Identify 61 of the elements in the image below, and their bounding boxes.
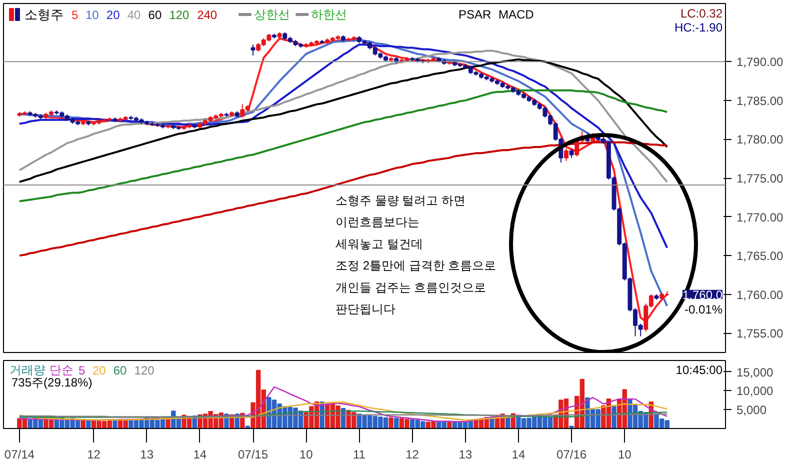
text: 10	[86, 8, 100, 22]
text: -0.01%	[684, 302, 723, 316]
text: 40	[127, 8, 142, 22]
y-tick-label: 1,760.00	[736, 288, 784, 302]
text: 120	[134, 364, 155, 378]
x-tick-label: 12	[87, 448, 101, 462]
y-tick-label: 5,000	[736, 403, 767, 418]
x-tick-label: 10	[618, 448, 632, 462]
legend-label: 하한선	[311, 8, 348, 22]
bar	[394, 418, 399, 428]
chart-title: 거래량	[10, 363, 46, 378]
x-tick-label: 14	[193, 448, 207, 462]
y-tick-label: 1,755.00	[736, 326, 784, 341]
x-tick-label: 07/16	[556, 448, 587, 462]
line-series	[18, 401, 668, 421]
y-tick-label: 10,000	[736, 384, 774, 398]
text: 20	[92, 364, 106, 378]
y-tick-label: 1,790.00	[736, 55, 784, 70]
bar	[612, 406, 616, 428]
y-tick-label: 1,770.00	[736, 210, 784, 224]
candlestick	[569, 148, 574, 158]
text: 5	[78, 364, 86, 378]
legend-label: 상한선	[254, 8, 290, 22]
legend-title: 단순	[50, 363, 74, 378]
line-series	[18, 410, 668, 418]
x-tick-label: 07/14	[4, 448, 35, 462]
text: 240	[197, 8, 218, 22]
x-tick-label: 14	[512, 448, 526, 462]
text: 20	[106, 8, 120, 22]
text: 5	[72, 8, 79, 22]
x-tick-label: 12	[406, 448, 420, 462]
x-tick-label: 11	[352, 448, 366, 462]
candlestick	[250, 44, 256, 56]
annotation: 735주(29.18%)	[12, 375, 92, 390]
candlestick	[564, 148, 568, 162]
legend-label: 소형주	[24, 7, 64, 22]
line-series	[18, 44, 668, 249]
y-tick-label: 1,765.00	[736, 249, 784, 264]
bar	[86, 420, 91, 428]
bar	[447, 422, 452, 428]
y-tick-label: 1,775.00	[736, 172, 784, 186]
text: 1,760.0	[682, 288, 723, 302]
x-tick-label: 10	[299, 448, 314, 462]
annotation: PSAR	[458, 8, 492, 22]
x-tick-label: 07/15	[238, 448, 268, 462]
annotation: 소형주 물량 털려고 하면 이런흐름보다는 세워놓고 털건데 조정 2틀만에 급격한 흐름으로 개인들 겁주는 흐름인것으로 판단됩니다	[336, 194, 496, 316]
annotation: MACD	[498, 8, 534, 22]
y-tick-label: 15,000	[736, 365, 774, 380]
y-tick-label: 1,780.00	[736, 132, 784, 147]
text: 60	[148, 8, 162, 22]
text: 10:45:00	[676, 363, 723, 378]
bar	[569, 426, 574, 428]
text: 60	[113, 364, 128, 378]
text: HC:-1.90	[674, 20, 723, 34]
x-tick-label: 13	[458, 448, 472, 462]
y-tick-label: 1,785.00	[736, 94, 784, 108]
bar	[112, 420, 118, 428]
text: 120	[169, 8, 190, 22]
bar	[388, 417, 394, 428]
x-tick-label: 13	[140, 448, 154, 462]
text: LC:0.32	[680, 6, 723, 20]
